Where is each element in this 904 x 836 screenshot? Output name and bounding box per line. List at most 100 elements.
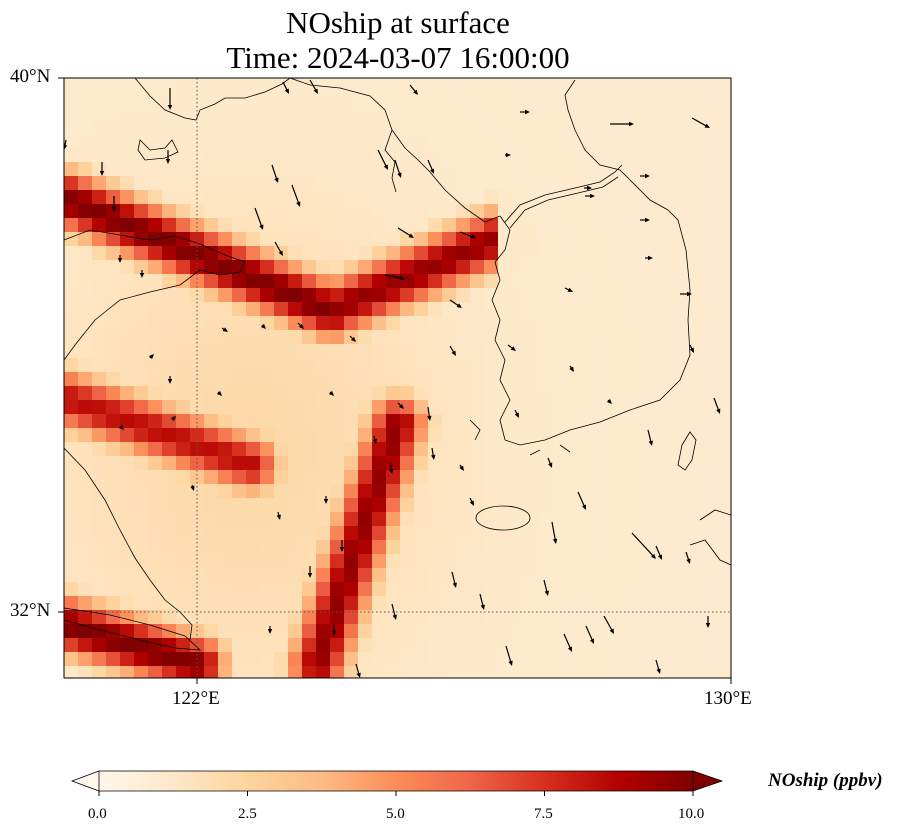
field-cell [78, 330, 93, 345]
field-cell [596, 442, 611, 457]
wind-vector-head [510, 346, 516, 351]
field-cell [470, 232, 485, 247]
field-cell [92, 134, 107, 149]
field-cell [680, 596, 695, 611]
field-cell [78, 596, 93, 611]
field-cell [498, 120, 513, 135]
field-cell [442, 246, 457, 261]
field-cell [456, 610, 471, 625]
field-cell [568, 456, 583, 471]
field-cell [358, 246, 373, 261]
field-cell [414, 470, 429, 485]
field-cell [176, 316, 191, 331]
field-cell [596, 204, 611, 219]
field-cell [288, 120, 303, 135]
field-cell [358, 456, 373, 471]
field-cell [624, 456, 639, 471]
field-cell [638, 554, 653, 569]
field-cell [652, 246, 667, 261]
field-cell [260, 428, 275, 443]
field-cell [484, 624, 499, 639]
field-cell [442, 232, 457, 247]
field-cell [624, 330, 639, 345]
field-cell [358, 484, 373, 499]
field-cell [330, 176, 345, 191]
field-cell [666, 526, 681, 541]
field-cell [344, 358, 359, 373]
field-cell [92, 246, 107, 261]
field-cell [400, 274, 415, 289]
field-cell [708, 148, 723, 163]
wind-vector-head [689, 347, 694, 353]
field-cell [610, 78, 625, 93]
field-cell [596, 372, 611, 387]
field-cell [582, 582, 597, 597]
field-cell [134, 526, 149, 541]
colorbar-extend-max [692, 770, 724, 792]
field-cell [372, 204, 387, 219]
wind-vector-head [645, 217, 650, 223]
field-cell [218, 428, 233, 443]
field-cell [218, 652, 233, 667]
field-cell [652, 456, 667, 471]
field-cell [652, 148, 667, 163]
field-cell [232, 526, 247, 541]
field-cell [106, 400, 121, 415]
field-cell [554, 666, 569, 678]
field-cell [512, 526, 527, 541]
wind-vector-head [216, 390, 222, 396]
field-cell [274, 288, 289, 303]
field-cell [442, 610, 457, 625]
field-cell [246, 470, 261, 485]
field-cell [694, 428, 709, 443]
field-cell [582, 610, 597, 625]
field-cell [526, 526, 541, 541]
field-cell [680, 260, 695, 275]
field-cell [582, 92, 597, 107]
field-cell [680, 204, 695, 219]
field-cell [582, 568, 597, 583]
field-cell [484, 414, 499, 429]
field-cell [148, 78, 163, 93]
field-cell [288, 470, 303, 485]
field-cell [484, 260, 499, 275]
field-cell [134, 498, 149, 513]
field-cell [540, 330, 555, 345]
field-cell [134, 358, 149, 373]
field-cell [358, 400, 373, 415]
field-cell [554, 148, 569, 163]
field-cell [442, 470, 457, 485]
field-cell [498, 624, 513, 639]
field-cell [596, 498, 611, 513]
wind-vector-head [650, 553, 656, 559]
field-cell [442, 442, 457, 457]
field-cell [666, 554, 681, 569]
field-cell [428, 218, 443, 233]
field-cell [260, 666, 275, 678]
field-cell [372, 330, 387, 345]
field-cell [624, 582, 639, 597]
field-cell [218, 274, 233, 289]
field-cell [92, 624, 107, 639]
field-cell [540, 358, 555, 373]
field-cell [218, 316, 233, 331]
field-cell [414, 232, 429, 247]
field-cell [442, 330, 457, 345]
field-cell [722, 288, 731, 303]
field-cell [638, 568, 653, 583]
field-cell [92, 582, 107, 597]
field-cell [218, 582, 233, 597]
field-cell [554, 232, 569, 247]
map-title-line2: Time: 2024-03-07 16:00:00 [226, 40, 570, 75]
field-cell [358, 610, 373, 625]
field-cell [204, 638, 219, 653]
field-cell [680, 134, 695, 149]
field-cell [246, 274, 261, 289]
field-cell [442, 218, 457, 233]
field-cell [484, 162, 499, 177]
field-cell [596, 120, 611, 135]
field-cell [218, 414, 233, 429]
field-cell [708, 596, 723, 611]
field-cell [372, 596, 387, 611]
field-cell [162, 666, 177, 678]
